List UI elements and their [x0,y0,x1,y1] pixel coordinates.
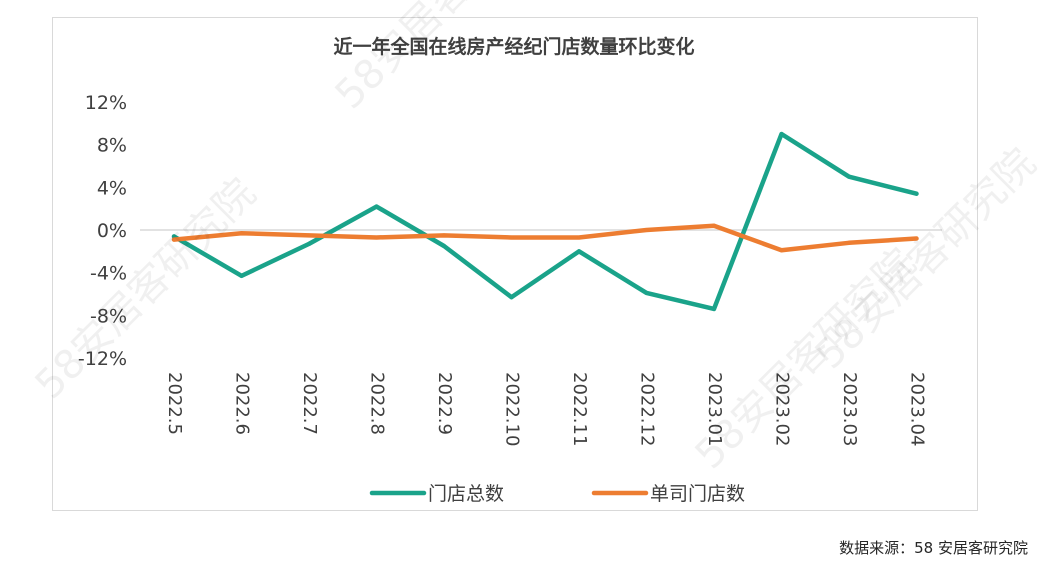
y-tick-label: -8% [90,305,127,327]
data-point [644,228,649,232]
y-tick-label: 12% [85,92,127,114]
x-tick-label: 2022.6 [232,372,253,435]
data-point [374,235,379,240]
data-point [914,236,919,241]
source-note: 数据来源：58 安居客研究院 [839,539,1028,557]
data-point [509,235,514,240]
y-tick-label: 4% [97,177,127,199]
data-point [442,244,446,248]
x-tick-label: 2023.01 [704,372,725,446]
x-tick-label: 2023.02 [772,372,793,446]
y-tick-label: 8% [97,135,127,157]
data-point [914,191,919,196]
y-tick-label: -12% [78,348,127,370]
legend-label-2: 单司门店数 [650,483,745,505]
series-line-2 [171,223,919,253]
x-tick-label: 2022.12 [637,372,658,446]
data-point [374,204,379,209]
data-point [779,132,784,136]
data-point [847,240,851,245]
data-point [644,290,649,295]
x-tick-label: 2022.7 [299,372,320,435]
chart-title: 近一年全国在线房产经纪门店数量环比变化 [333,36,695,58]
x-tick-label: 2022.10 [502,372,523,446]
y-tick-label: 0% [97,220,127,242]
series-line-1 [171,131,919,312]
series-layer [171,131,919,312]
data-point [779,248,784,253]
data-point [442,233,446,238]
y-tick-label: -4% [90,263,127,285]
data-point [307,233,311,238]
data-point [577,249,581,254]
data-point [712,223,716,228]
data-point [307,241,311,246]
data-point [577,235,581,240]
data-point [847,174,851,179]
axis-layer: 12% 8% 4% 0% -4% -8% -12% 2022.5 2022.6 2022.7 202… [78,92,942,446]
data-point [509,295,514,300]
x-tick-label: 2023.03 [839,372,860,446]
data-point [712,306,716,311]
chart-frame [52,17,978,511]
data-point [172,237,176,242]
x-tick-label: 2023.04 [907,372,928,446]
data-point [239,231,244,236]
x-tick-label: 2022.5 [164,372,185,435]
data-point [239,273,244,278]
legend-label-1: 门店总数 [428,483,504,505]
x-tick-label: 2022.11 [569,372,590,446]
legend: 门店总数 单司门店数 [369,483,745,505]
x-tick-label: 2022.9 [434,372,455,435]
x-tick-label: 2022.8 [367,372,388,435]
